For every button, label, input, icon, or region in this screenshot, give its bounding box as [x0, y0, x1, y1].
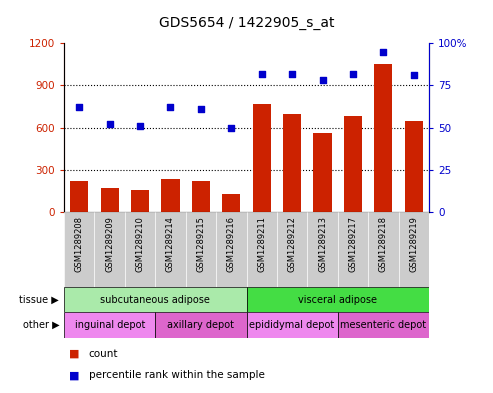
Text: GSM1289217: GSM1289217: [349, 216, 357, 272]
Bar: [307, 212, 338, 287]
Point: [136, 123, 144, 129]
Text: tissue ▶: tissue ▶: [19, 295, 59, 305]
Point: [106, 121, 113, 127]
Bar: [101, 187, 119, 212]
Bar: [155, 312, 246, 338]
Bar: [246, 312, 338, 338]
Text: mesenteric depot: mesenteric depot: [340, 320, 426, 330]
Point: [227, 125, 235, 131]
Text: GDS5654 / 1422905_s_at: GDS5654 / 1422905_s_at: [159, 16, 334, 30]
Bar: [192, 180, 210, 212]
Point: [258, 70, 266, 77]
Point: [75, 104, 83, 110]
Text: GSM1289212: GSM1289212: [287, 216, 297, 272]
Bar: [252, 104, 271, 212]
Bar: [338, 212, 368, 287]
Point: [288, 70, 296, 77]
Text: ■: ■: [69, 370, 79, 380]
Bar: [70, 181, 88, 212]
Bar: [216, 212, 246, 287]
Point: [349, 70, 357, 77]
Text: GSM1289208: GSM1289208: [75, 216, 84, 272]
Text: GSM1289216: GSM1289216: [227, 216, 236, 272]
Bar: [64, 212, 95, 287]
Point: [197, 106, 205, 112]
Bar: [246, 212, 277, 287]
Text: inguinal depot: inguinal depot: [74, 320, 145, 330]
Bar: [125, 212, 155, 287]
Text: epididymal depot: epididymal depot: [249, 320, 335, 330]
Bar: [344, 116, 362, 212]
Bar: [186, 212, 216, 287]
Text: GSM1289210: GSM1289210: [136, 216, 144, 272]
Text: GSM1289213: GSM1289213: [318, 216, 327, 272]
Text: ■: ■: [69, 349, 79, 359]
Text: GSM1289218: GSM1289218: [379, 216, 388, 272]
Bar: [64, 287, 246, 312]
Bar: [338, 312, 429, 338]
Bar: [277, 212, 307, 287]
Text: percentile rank within the sample: percentile rank within the sample: [89, 370, 265, 380]
Text: GSM1289219: GSM1289219: [409, 216, 418, 272]
Text: GSM1289215: GSM1289215: [196, 216, 206, 272]
Point: [318, 77, 326, 84]
Bar: [95, 212, 125, 287]
Bar: [368, 212, 398, 287]
Bar: [405, 121, 423, 212]
Bar: [131, 190, 149, 212]
Bar: [222, 194, 241, 212]
Point: [410, 72, 418, 79]
Text: GSM1289211: GSM1289211: [257, 216, 266, 272]
Bar: [398, 212, 429, 287]
Point: [167, 104, 175, 110]
Point: [380, 48, 387, 55]
Bar: [64, 312, 155, 338]
Text: GSM1289209: GSM1289209: [105, 216, 114, 272]
Bar: [283, 114, 301, 212]
Bar: [314, 133, 332, 212]
Text: axillary depot: axillary depot: [168, 320, 234, 330]
Text: other ▶: other ▶: [23, 320, 59, 330]
Bar: [374, 64, 392, 212]
Text: count: count: [89, 349, 118, 359]
Bar: [246, 287, 429, 312]
Text: GSM1289214: GSM1289214: [166, 216, 175, 272]
Bar: [155, 212, 186, 287]
Bar: [161, 179, 179, 212]
Text: visceral adipose: visceral adipose: [298, 295, 377, 305]
Text: subcutaneous adipose: subcutaneous adipose: [101, 295, 210, 305]
